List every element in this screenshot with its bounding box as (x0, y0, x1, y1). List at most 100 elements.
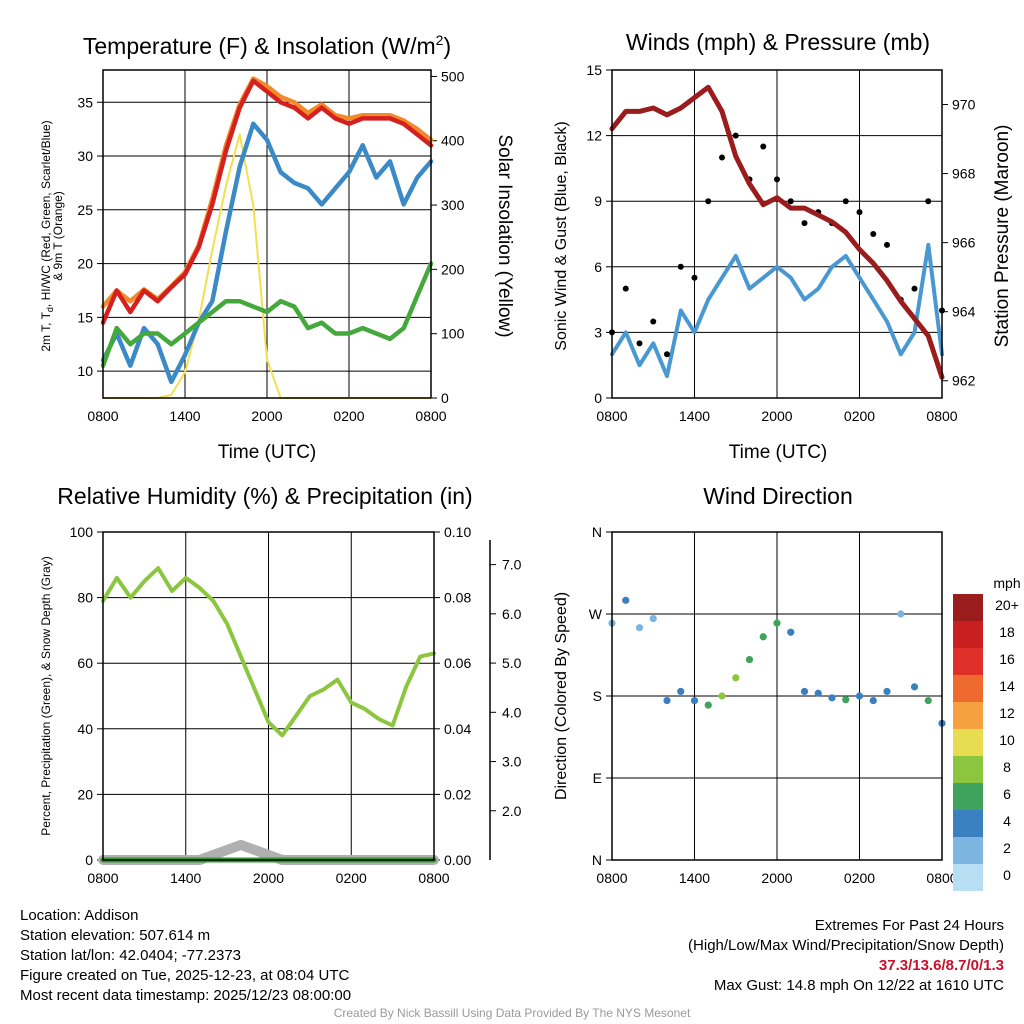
winds-y-tick-label: 15 (586, 62, 602, 78)
direction-y-tick-label: N (592, 852, 602, 868)
created-text: Figure created on Tue, 2025-12-23, at 08… (20, 967, 350, 984)
wind-direction-panel: Wind Direction 0800 1400 2000 0200 0800 N E S W N… (553, 483, 1021, 891)
snow-y-tick-label: 2.0 (502, 803, 522, 819)
direction-frame (611, 531, 943, 861)
direction-x-tick-label: 0800 (596, 870, 627, 886)
direction-point (649, 614, 657, 623)
humidity-frame (102, 531, 435, 861)
humidity-y-tick-label: 100 (70, 524, 94, 540)
humidity-y-tick-label: 40 (77, 721, 93, 737)
direction-point (718, 692, 726, 700)
colorbar-label: 6 (1003, 786, 1011, 802)
temperature-y-label: 2m T, Td, HI/WC (Red, Green, Scarlet/Blu… (39, 120, 55, 351)
winds-chart-title: Winds (mph) & Pressure (mb) (626, 29, 930, 55)
precip-y-tick-label: 0.10 (444, 524, 471, 540)
snow-y-tick-label: 5.0 (502, 655, 522, 671)
direction-point (677, 687, 685, 696)
gust-point (622, 285, 629, 292)
colorbar-swatch (953, 837, 983, 864)
temperature-y-tick-label: 20 (77, 256, 93, 272)
direction-point (622, 596, 630, 604)
colorbar-label: 16 (999, 651, 1015, 667)
winds-y-tick-label: 6 (594, 259, 602, 275)
gust-point (925, 198, 932, 205)
station-info: Location: Addison Station elevation: 507… (20, 906, 351, 1006)
precip-y-tick-label: 0.08 (444, 590, 471, 606)
direction-point (924, 696, 932, 705)
solar-y-tick-label: 100 (441, 326, 465, 342)
latlon-text: Station lat/lon: 42.0404; -77.2373 (20, 947, 242, 964)
winds-y-label: Sonic Wind & Gust (Blue, Black) (553, 121, 570, 350)
colorbar-swatch (953, 702, 983, 729)
humidity-y-tick-label: 80 (77, 590, 93, 606)
colorbar-swatch (953, 729, 983, 756)
direction-y-tick-label: E (593, 770, 602, 786)
humidity-panel: Relative Humidity (%) & Precipitation (i… (39, 483, 522, 886)
humidity-x-tick-label: 0800 (87, 870, 118, 886)
temperature-x-tick-label: 0200 (333, 408, 364, 424)
colorbar-swatch (953, 783, 983, 810)
snow-y-tick-label: 6.0 (502, 606, 522, 622)
extremes-info: Extremes For Past 24 Hours (High/Low/Max… (688, 916, 1004, 996)
series-line-rh (101, 566, 436, 738)
pressure-y-label: Station Pressure (Maroon) (992, 125, 1013, 348)
direction-point (759, 633, 767, 641)
elevation-text: Station elevation: 507.614 m (20, 927, 211, 944)
direction-point (773, 619, 781, 627)
precip-y-tick-label: 0.04 (444, 721, 471, 737)
gust-point (884, 241, 890, 248)
direction-point (690, 696, 699, 705)
gust-point (774, 176, 780, 183)
direction-y-tick-label: S (593, 688, 602, 704)
direction-point (800, 687, 809, 696)
colorbar-label: 4 (1003, 813, 1011, 829)
series-line-dewpoint (100, 121, 434, 385)
gust-point (801, 220, 808, 227)
speed-colorbar: mph 20+ 18 16 14 12 10 8 6 4 2 0 (953, 575, 1021, 891)
humidity-x-tick-label: 1400 (170, 870, 201, 886)
pressure-y-tick-label: 968 (952, 166, 976, 182)
temperature-chart-title: Temperature (F) & Insolation (W/m2) (83, 32, 451, 59)
pressure-y-tick-label: 966 (952, 235, 976, 251)
winds-panel: Winds (mph) & Pressure (mb) 0800 1400 2000… (553, 29, 1013, 463)
colorbar-label: 8 (1003, 759, 1011, 775)
gust-point (636, 340, 643, 347)
direction-point (635, 624, 644, 632)
direction-point (842, 696, 850, 704)
extremes-title: Extremes For Past 24 Hours (814, 917, 1004, 934)
direction-point (663, 696, 671, 705)
temperature-y-tick-label: 10 (77, 363, 93, 379)
direction-point (814, 689, 822, 697)
extremes-values: 37.3/13.6/8.7/0/1.3 (878, 957, 1004, 974)
direction-point (897, 610, 905, 618)
winds-x-tick-label: 0800 (926, 408, 957, 424)
gust-point (842, 198, 849, 205)
colorbar-label: 2 (1003, 840, 1011, 856)
precip-y-tick-label: 0.06 (444, 655, 471, 671)
humidity-y-tick-label: 0 (85, 852, 93, 868)
direction-point (869, 696, 877, 705)
gust-point (664, 351, 670, 358)
colorbar-label: 10 (999, 732, 1015, 748)
temperature-y-tick-label: 25 (77, 202, 93, 218)
solar-y-tick-label: 500 (441, 68, 465, 84)
solar-y-tick-label: 0 (441, 390, 449, 406)
temperature-x-tick-label: 0800 (415, 408, 446, 424)
recent-timestamp-text: Most recent data timestamp: 2025/12/23 0… (20, 987, 352, 1004)
winds-x-tick-label: 1400 (679, 408, 710, 424)
precip-y-tick-label: 0.00 (444, 852, 471, 868)
winds-x-label: Time (UTC) (729, 442, 828, 463)
direction-y-tick-label: W (589, 606, 603, 622)
colorbar-swatch (953, 756, 983, 783)
winds-y-tick-label: 0 (594, 390, 602, 406)
pressure-y-tick-label: 962 (952, 373, 976, 389)
humidity-y-label: Percent, Precipitation (Green), & Snow D… (39, 556, 53, 835)
winds-y-tick-label: 3 (594, 324, 602, 340)
direction-point (704, 701, 712, 709)
gust-point (787, 198, 794, 205)
direction-y-tick-label: N (592, 524, 602, 540)
temperature-x-tick-label: 2000 (251, 408, 282, 424)
winds-frame (611, 69, 943, 399)
gust-point (732, 132, 739, 139)
pressure-y-tick-label: 970 (952, 97, 976, 113)
